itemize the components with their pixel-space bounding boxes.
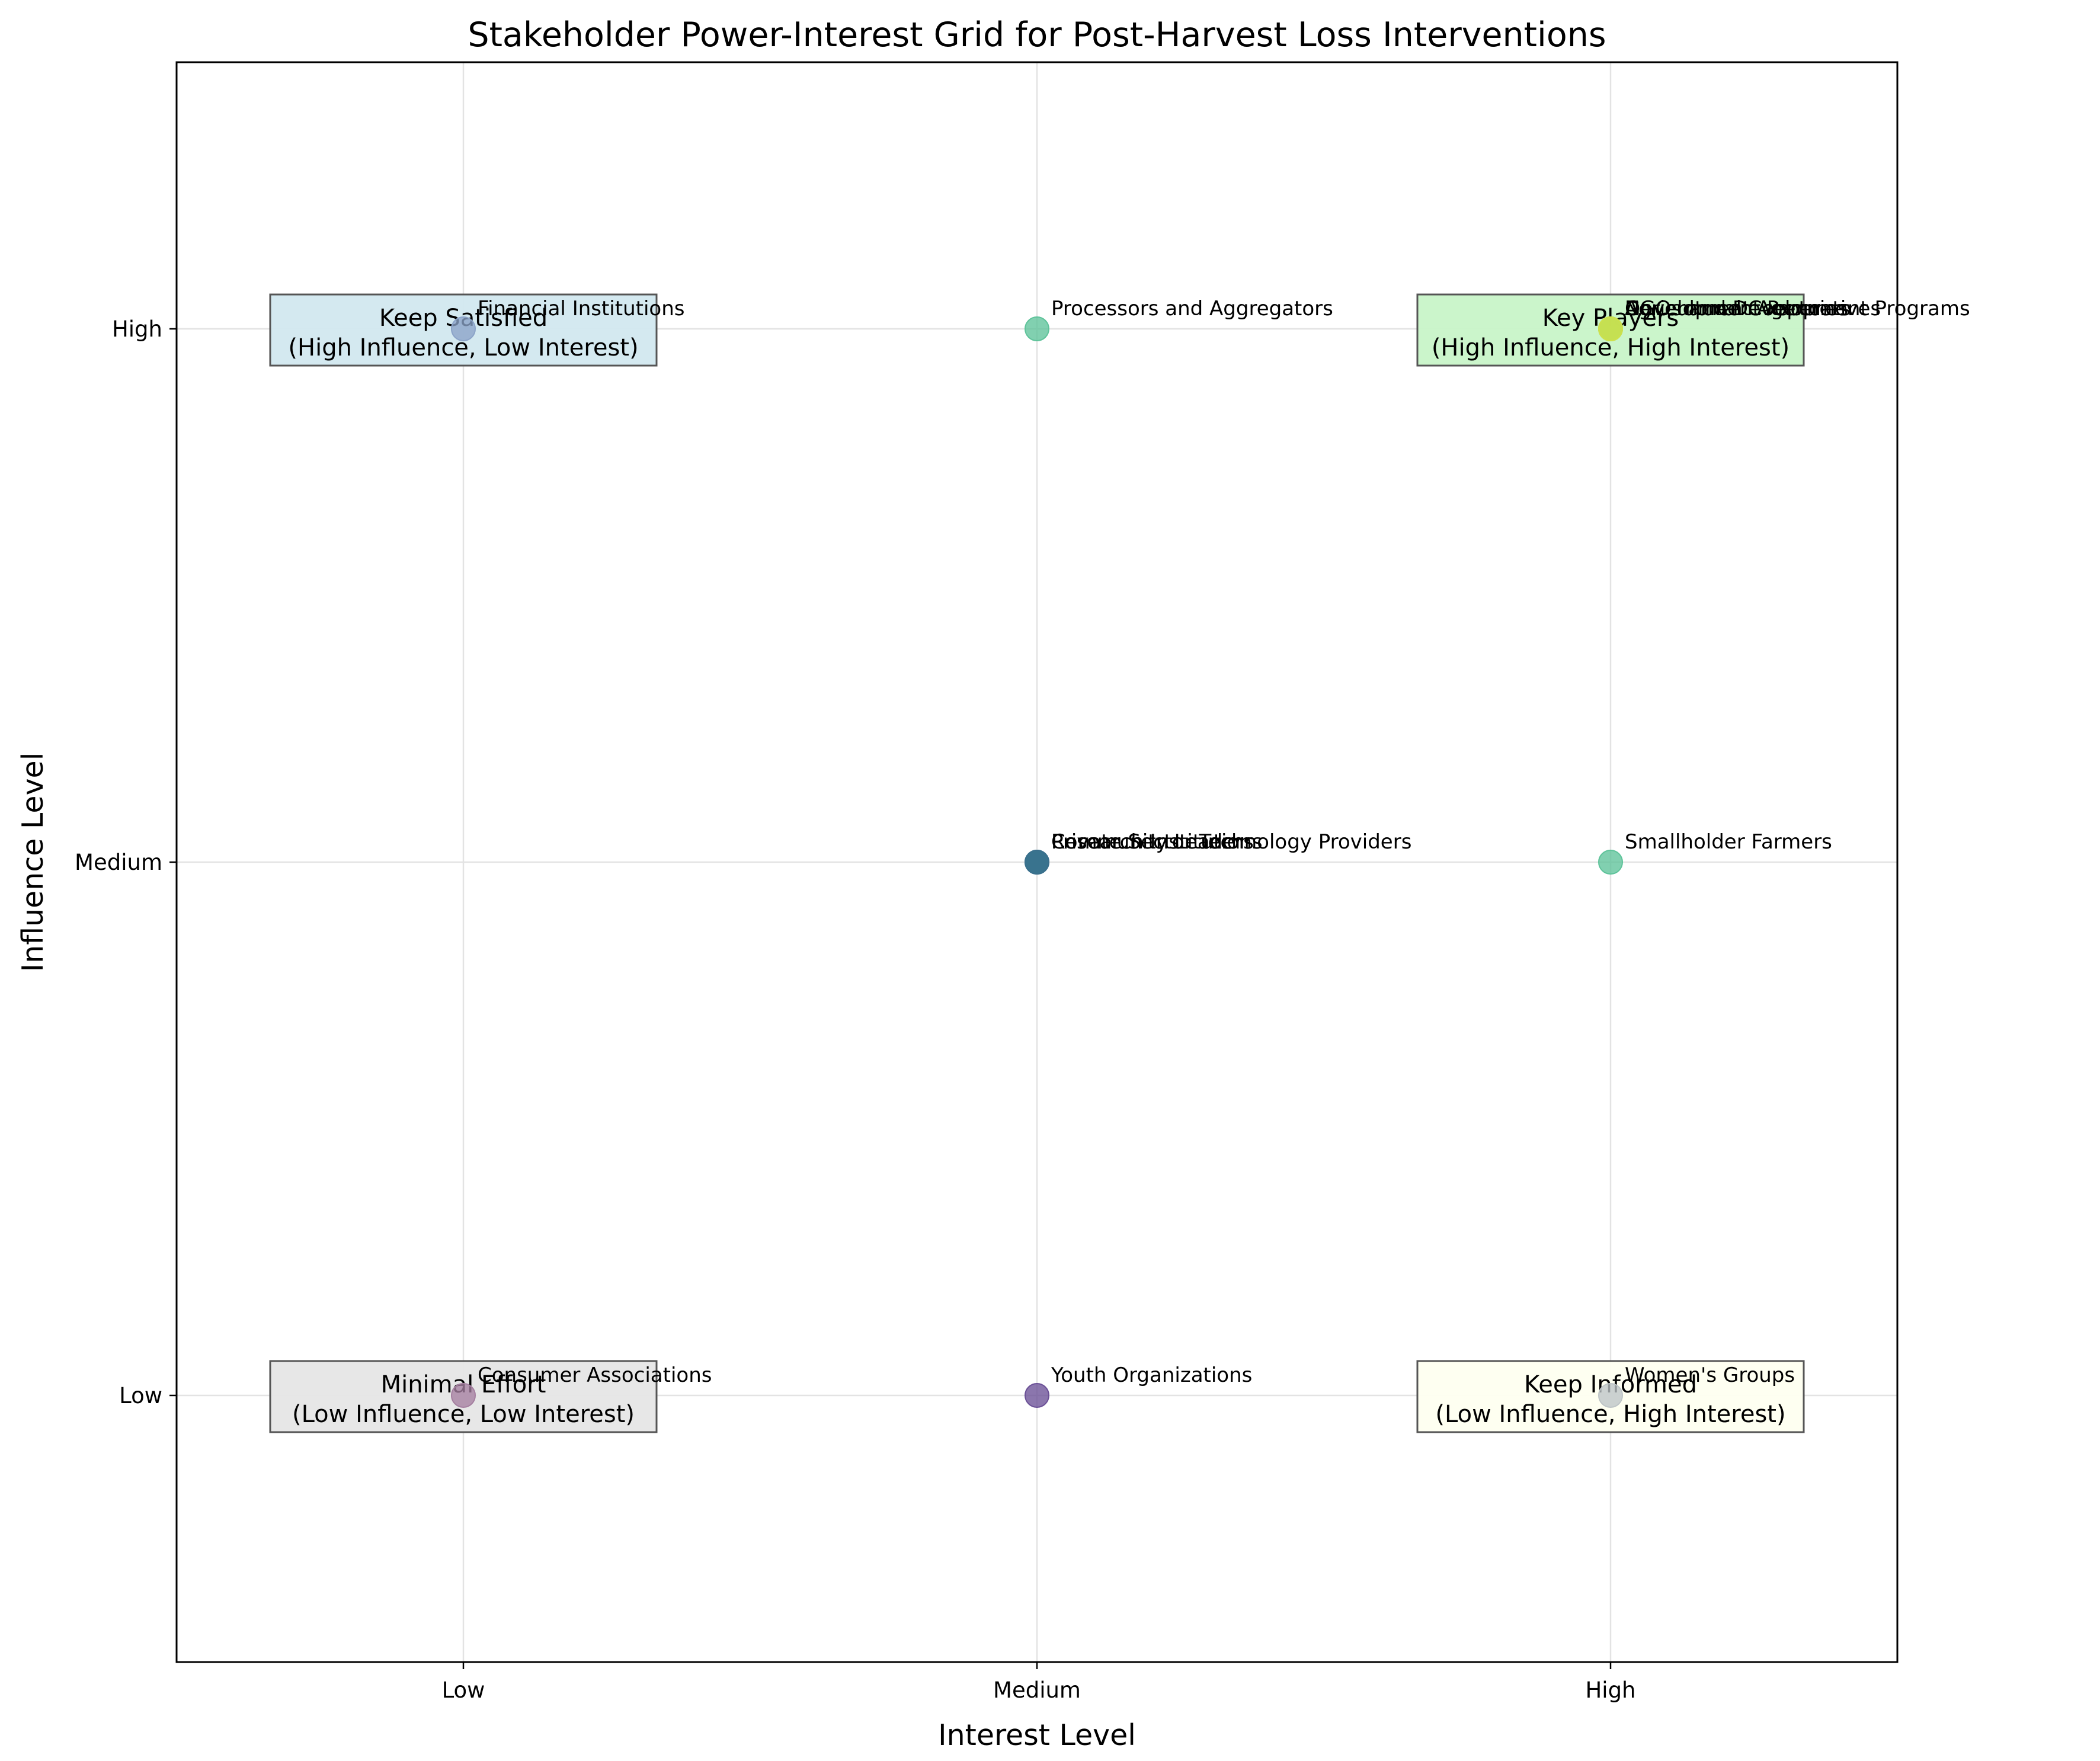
tick-layer: Low Medium High Low Medium High [75,316,1635,1703]
x-tick-label: Low [442,1677,485,1703]
quadrant-box: Keep Satisfied(High Influence, Low Inter… [269,293,658,367]
data-point [1598,850,1623,875]
x-axis-label: Interest Level [938,1718,1136,1752]
point-layer [451,316,1623,1408]
quadrant-layer: Keep Satisfied(High Influence, Low Inter… [269,293,1805,1433]
y-tick-label: High [112,316,162,342]
data-point-label: Research Institutions [1051,830,1263,854]
y-axis-label: Influence Level [16,753,50,972]
data-point [1025,850,1049,875]
data-point-label: Private Sector Technology Providers [1051,830,1411,854]
x-tick-label: High [1585,1677,1635,1703]
y-tick-label: Medium [75,850,162,875]
quadrant-box-bg [1416,1360,1805,1433]
data-point-label: Financial Institutions [478,297,684,321]
data-point [451,1383,476,1408]
data-point-label: Youth Organizations [1051,1363,1252,1387]
data-point [1025,316,1049,341]
data-point-label: Smallholder Farmers [1625,830,1832,854]
data-point-label: Development Partners [1625,297,1851,321]
data-point-label: NGOs and Development Programs [1625,297,1970,321]
data-point-label: Processors and Aggregators [1051,297,1333,321]
quadrant-box-bg [269,293,658,367]
data-point-label: Community Leaders [1051,830,1254,854]
x-tick-label: Medium [993,1677,1081,1703]
y-tick-label: Low [119,1383,162,1408]
data-point-label: Women's Groups [1625,1363,1795,1387]
chart-title: Stakeholder Power-Interest Grid for Post… [468,15,1606,55]
data-point [1598,1383,1623,1408]
point-label-layer: Financial Institutions Processors and Agg… [478,297,1970,1387]
data-point [1025,1383,1049,1408]
data-point [1598,316,1623,341]
quadrant-box: Keep Informed(Low Influence, High Intere… [1416,1360,1805,1433]
data-point-label: Agricultural Cooperatives [1625,297,1881,321]
data-point-label: Government Agencies [1625,297,1848,321]
data-point [451,316,476,341]
data-point-label: Consumer Associations [478,1363,712,1387]
